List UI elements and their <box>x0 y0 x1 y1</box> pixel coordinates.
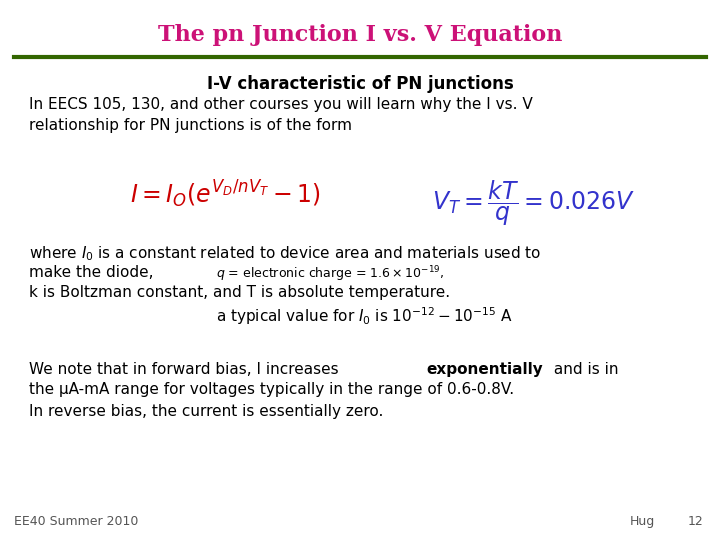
Text: exponentially: exponentially <box>426 362 543 377</box>
Text: EE40 Summer 2010: EE40 Summer 2010 <box>14 515 139 528</box>
Text: In EECS 105, 130, and other courses you will learn why the I vs. V
relationship : In EECS 105, 130, and other courses you … <box>29 97 533 133</box>
Text: 12: 12 <box>688 515 703 528</box>
Text: Hug: Hug <box>630 515 655 528</box>
Text: I-V characteristic of PN junctions: I-V characteristic of PN junctions <box>207 75 513 92</box>
Text: a typical value for $I_0$ is $10^{-12} - 10^{-15}$ A: a typical value for $I_0$ is $10^{-12} -… <box>216 306 513 327</box>
Text: $I = I_O(e^{V_D/nV_T} - 1)$: $I = I_O(e^{V_D/nV_T} - 1)$ <box>130 178 320 210</box>
Text: the μA-mA range for voltages typically in the range of 0.6-0.8V.
In reverse bias: the μA-mA range for voltages typically i… <box>29 382 514 419</box>
Text: The pn Junction I vs. V Equation: The pn Junction I vs. V Equation <box>158 24 562 46</box>
Text: We note that in forward bias, I increases: We note that in forward bias, I increase… <box>29 362 343 377</box>
Text: where $I_0$ is a constant related to device area and materials used to: where $I_0$ is a constant related to dev… <box>29 244 541 263</box>
Text: and is in: and is in <box>549 362 618 377</box>
Text: make the diode,: make the diode, <box>29 265 153 280</box>
Text: $q$ = electronic charge = $1.6\times10^{-19}$,: $q$ = electronic charge = $1.6\times10^{… <box>216 265 444 284</box>
Text: $V_T = \dfrac{kT}{q} = 0.026V$: $V_T = \dfrac{kT}{q} = 0.026V$ <box>432 178 635 227</box>
Text: k is Boltzman constant, and T is absolute temperature.: k is Boltzman constant, and T is absolut… <box>29 285 450 300</box>
